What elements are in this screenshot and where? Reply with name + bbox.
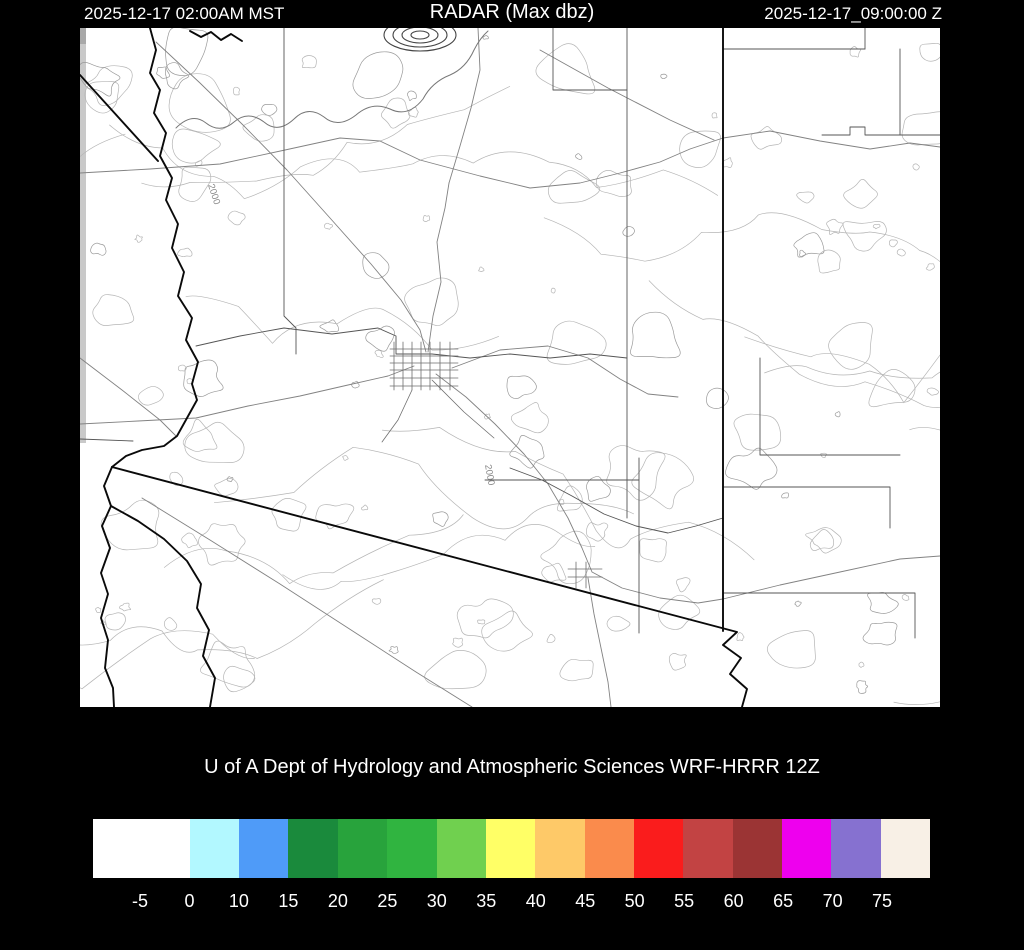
colorbar-segment: [189, 819, 240, 878]
source-caption: U of A Dept of Hydrology and Atmospheric…: [204, 756, 820, 778]
colorbar-segment: [485, 819, 536, 878]
colorbar-segment: [633, 819, 684, 878]
colorbar-tick: 10: [228, 891, 249, 911]
colorbar-tick: 35: [476, 891, 497, 911]
colorbar-tick: 0: [184, 891, 195, 911]
colorbar-segment: [880, 819, 930, 878]
colorbar-tick: 20: [327, 891, 348, 911]
colorbar-segment: [535, 819, 585, 878]
colorbar-tick-row: -5 0 10 15 20 25 30 35 40 45 50 55 60 65 70 75: [93, 891, 930, 915]
colorbar-tick: 15: [278, 891, 299, 911]
colorbar-segment: [93, 819, 190, 878]
colorbar-segment: [387, 819, 437, 878]
radar-map-panel: 2000 2000: [80, 28, 940, 707]
colorbar-tick: 40: [525, 891, 546, 911]
product-title: RADAR (Max dbz): [429, 1, 595, 23]
colorbar-tick: 30: [426, 891, 447, 911]
colorbar-tick: 50: [624, 891, 645, 911]
colorbar-segment: [781, 819, 832, 878]
colorbar-tick: 45: [575, 891, 596, 911]
contour-label: 2000: [482, 464, 497, 487]
colorbar-segment: [239, 819, 289, 878]
colorbar-segment: [436, 819, 486, 878]
colorbar-tick: 55: [674, 891, 695, 911]
colorbar-segment: [732, 819, 782, 878]
colorbar-tick: 65: [773, 891, 794, 911]
colorbar-tick: 75: [872, 891, 893, 911]
colorbar-segment: [288, 819, 338, 878]
colorbar-segment: [831, 819, 881, 878]
colorbar-segment: [337, 819, 388, 878]
colorbar-tick: 70: [822, 891, 843, 911]
colorbar-tick: 25: [377, 891, 398, 911]
colorbar-segment: [683, 819, 733, 878]
dbz-colorbar: [93, 819, 930, 878]
colorbar-segment: [584, 819, 634, 878]
colorbar-tick: 60: [723, 891, 744, 911]
colorbar-tick: -5: [131, 891, 148, 911]
valid-time-label: 2025-12-17 02:00AM MST: [84, 4, 285, 23]
model-run-time-label: 2025-12-17_09:00:00 Z: [764, 4, 942, 23]
